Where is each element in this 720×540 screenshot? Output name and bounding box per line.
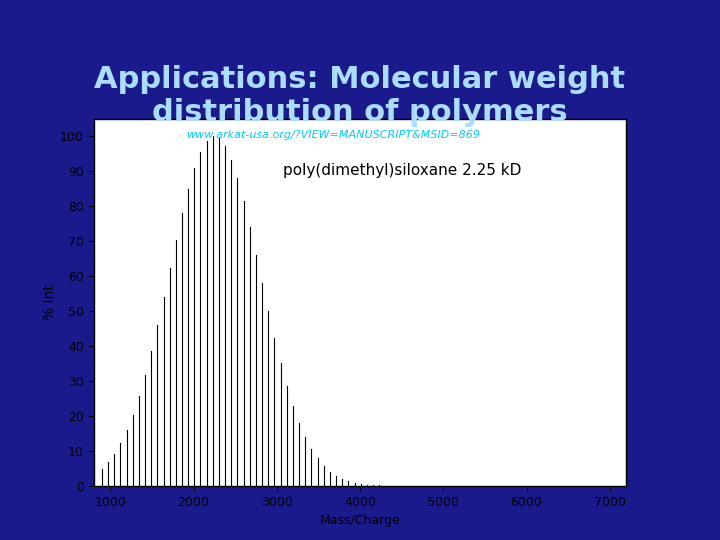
Y-axis label: % Int: % Int bbox=[43, 285, 57, 320]
X-axis label: Mass/Charge: Mass/Charge bbox=[320, 514, 400, 527]
Text: www.arkat-usa.org/?VIEW=MANUSCRIPT&MSID=869: www.arkat-usa.org/?VIEW=MANUSCRIPT&MSID=… bbox=[186, 130, 480, 140]
Text: Applications: Molecular weight
distribution of polymers: Applications: Molecular weight distribut… bbox=[94, 65, 626, 127]
Text: poly(dimethyl)siloxane 2.25 kD: poly(dimethyl)siloxane 2.25 kD bbox=[284, 163, 522, 178]
